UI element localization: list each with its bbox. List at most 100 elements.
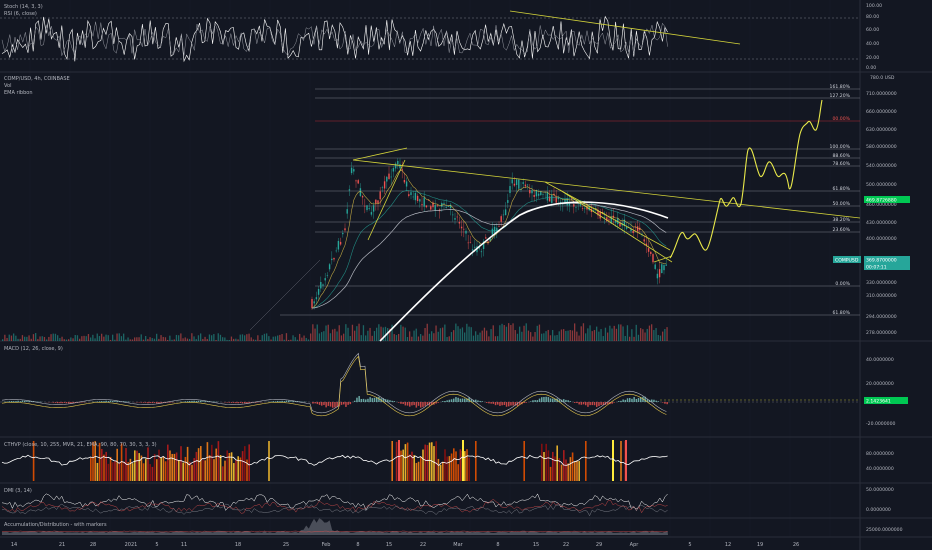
- macd-hist-bar: [534, 400, 536, 402]
- candle-body: [504, 209, 507, 216]
- cthvp-bar: [457, 464, 459, 481]
- cthvp-bar: [202, 459, 204, 481]
- ema-legend[interactable]: EMA ribbon: [4, 90, 33, 96]
- time-axis[interactable]: 14 21 28 2021 5 11 18 25 Feb 8 15 22 Mar 8 15 22 29 Apr 5 1…: [11, 542, 799, 548]
- volume-bar: [48, 336, 50, 341]
- badge-symbol: COMPUSD: [835, 258, 859, 264]
- macd-hist-bar: [272, 401, 275, 402]
- volume-bar: [164, 337, 167, 341]
- macd-hist-bar: [602, 402, 605, 405]
- candle-body: [502, 214, 505, 216]
- volume-bar: [237, 339, 239, 341]
- volume-bar: [145, 335, 147, 341]
- cthvp-bar: [178, 460, 180, 481]
- volume-bar: [576, 331, 578, 341]
- candle-body: [364, 205, 366, 207]
- candle-body: [581, 208, 584, 210]
- axis-label: 580.0000000: [866, 144, 897, 150]
- cthvp-bar: [186, 446, 189, 481]
- right-axis[interactable]: 100.00 80.00 60.00 40.00 20.00 0.00 710.00000…: [833, 3, 910, 533]
- candle-body: [632, 231, 634, 233]
- projection-path[interactable]: [669, 99, 823, 259]
- volume-bar: [547, 329, 549, 341]
- cthvp-bar: [545, 443, 547, 481]
- macd-hist-bar: [360, 398, 363, 402]
- volume-bar: [534, 332, 536, 341]
- stoch-legend[interactable]: Stoch (14, 3, 3): [4, 4, 43, 10]
- macd-hist-bar: [600, 402, 602, 405]
- macd-hist-bar: [52, 402, 55, 403]
- volume-bar: [204, 336, 206, 341]
- macd-pane[interactable]: MACD (12, 26, close, 9): [0, 346, 860, 417]
- candle-body: [606, 217, 608, 222]
- candle-body: [443, 202, 445, 204]
- volume-bar: [6, 337, 8, 341]
- volume-bar: [208, 334, 211, 341]
- macd-hist-bar: [345, 402, 347, 407]
- cthvp-bar: [428, 442, 431, 481]
- macd-hist-bar: [369, 397, 371, 402]
- macd-hist-bar: [567, 400, 569, 402]
- volume-bar: [87, 334, 90, 341]
- volume-bar: [310, 333, 312, 341]
- stoch-trendline[interactable]: [509, 10, 741, 45]
- macd-hist-bar: [508, 402, 510, 407]
- macd-hist-bar: [505, 402, 508, 407]
- macd-hist-bar: [10, 401, 13, 402]
- candle-body: [381, 187, 384, 189]
- cthvp-legend[interactable]: CTHVP (close, 10, 255, MVR, 21, EMA, 90,…: [4, 442, 157, 448]
- macd-hist-bar: [428, 402, 431, 406]
- volume-bar: [334, 328, 336, 341]
- candle-body: [522, 182, 524, 184]
- cthvp-bar: [123, 461, 125, 481]
- volume-bar: [272, 336, 274, 341]
- volume-bar: [472, 335, 475, 341]
- symbol-legend[interactable]: COMP/USD, 4h, COINBASE: [4, 76, 70, 82]
- macd-hist-bar: [593, 402, 596, 406]
- time-label: 18: [235, 542, 241, 548]
- candle-body: [331, 258, 333, 261]
- fib-levels: [280, 88, 860, 316]
- volume-bar: [596, 326, 598, 341]
- accdist-legend[interactable]: Accumulation/Distribution - with markers: [4, 522, 107, 528]
- dmi-legend[interactable]: DMI (3, 14): [4, 488, 32, 494]
- accdist-pane[interactable]: Accumulation/Distribution - with markers: [1, 518, 668, 535]
- volume-bars: [2, 323, 668, 341]
- macd-hist-bar: [596, 402, 598, 407]
- stoch-pane[interactable]: Stoch (14, 3, 3) RSI (6, close): [0, 4, 860, 63]
- macd-hist-bar: [662, 402, 664, 403]
- volume-bar: [8, 334, 10, 341]
- rsi-legend[interactable]: RSI (6, close): [4, 11, 37, 17]
- macd-legend[interactable]: MACD (12, 26, close, 9): [4, 346, 63, 352]
- macd-signal: [1, 355, 667, 417]
- candle-body: [665, 264, 667, 266]
- fib-label: 78.60%: [832, 161, 850, 167]
- macd-hist-bar: [387, 399, 389, 402]
- cthvp-bar: [391, 441, 393, 481]
- macd-hist-bar: [74, 402, 77, 403]
- volume-bar: [398, 333, 400, 341]
- volume-bar: [642, 329, 644, 341]
- vol-legend[interactable]: Vol: [4, 83, 11, 89]
- volume-bar: [182, 338, 184, 341]
- volume-bar: [270, 339, 272, 341]
- cthvp-pane[interactable]: CTHVP (close, 10, 255, MVR, 21, EMA, 90,…: [1, 440, 668, 481]
- candle-body: [377, 200, 379, 204]
- trendlines[interactable]: [249, 147, 861, 331]
- volume-bar: [453, 330, 455, 341]
- macd-hist-bar: [538, 398, 541, 402]
- cthvp-bar: [547, 450, 550, 481]
- candle-body: [555, 196, 557, 203]
- volume-bar: [637, 334, 640, 341]
- volume-bar: [235, 338, 237, 341]
- volume-bar: [299, 333, 301, 341]
- macd-hist-bar: [479, 400, 481, 402]
- volume-bar: [316, 324, 318, 341]
- stoch-d-line: [1, 21, 668, 57]
- volume-bar: [142, 339, 145, 341]
- dmi-pane[interactable]: DMI (3, 14): [1, 488, 668, 517]
- volume-bar: [160, 335, 162, 341]
- price-pane[interactable]: COMP/USD, 4h, COINBASE Vol EMA ribbon: [2, 76, 861, 342]
- candle-body: [397, 160, 399, 165]
